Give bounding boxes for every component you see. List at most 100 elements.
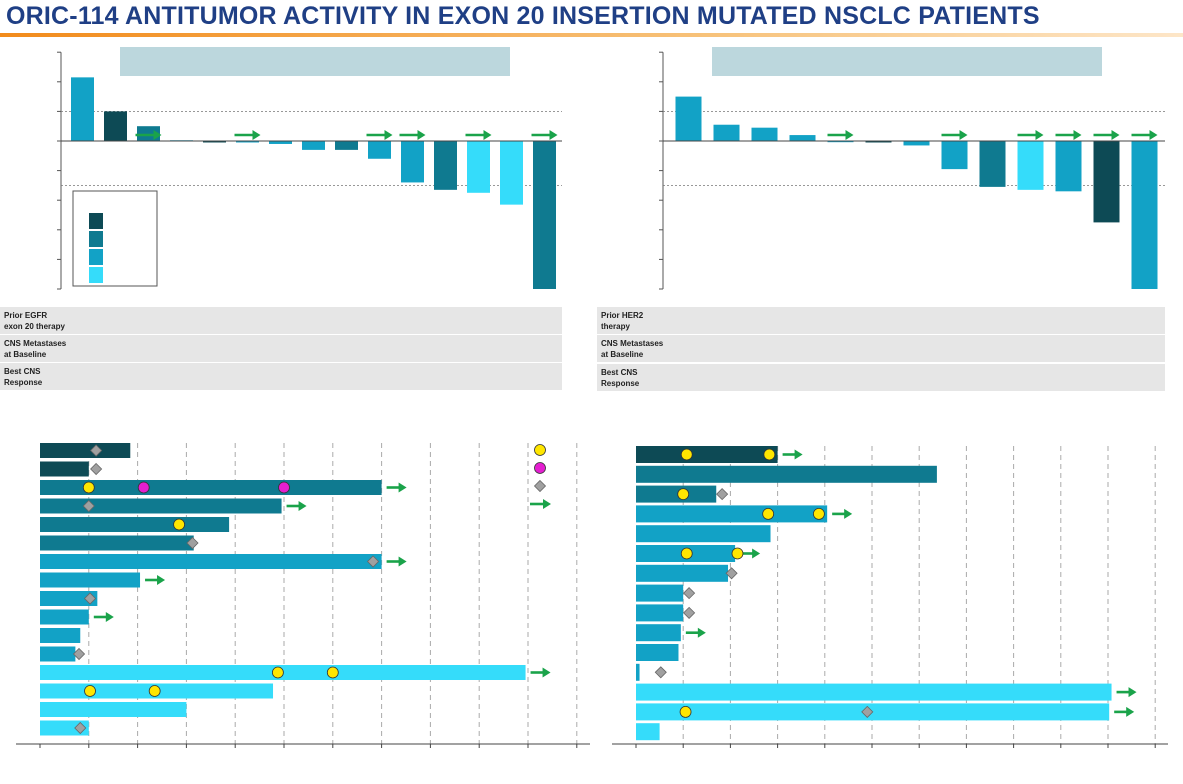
ongoing-arrow [530, 667, 551, 678]
swimmer-bar [636, 663, 640, 681]
ongoing-arrow-head [794, 449, 803, 460]
ongoing-arrow [234, 130, 261, 140]
pr-marker [148, 685, 161, 697]
waterfall-bar [203, 141, 226, 143]
chart-title-box [712, 47, 1102, 76]
pd-marker [725, 567, 738, 580]
swimmer-bar [636, 446, 778, 463]
table-row-bg [597, 364, 1165, 391]
pd-marker [186, 536, 199, 550]
ongoing-arrow-head [398, 556, 407, 567]
swimmer-bar [40, 702, 187, 717]
waterfall-bar [713, 124, 740, 141]
ongoing-arrow [1055, 130, 1082, 140]
ongoing-arrow [135, 130, 162, 140]
legend-cr-marker [534, 462, 546, 474]
swimmer-bar [636, 624, 681, 642]
waterfall-bar [104, 111, 127, 141]
ongoing-arrow [1131, 130, 1158, 140]
pr-marker [82, 481, 95, 494]
swimmer-bar [40, 609, 89, 625]
ongoing-arrow [1093, 130, 1120, 140]
pr-marker [680, 448, 693, 461]
pr-marker [326, 666, 339, 679]
swimmer-bar [636, 525, 771, 543]
ongoing-arrow-head [398, 482, 407, 493]
pd-marker [861, 705, 874, 718]
egfr-swimmer-chart [16, 443, 590, 748]
swimmer-bar [40, 443, 131, 458]
table-row-label: at Baseline [4, 350, 47, 359]
pd-marker [683, 587, 696, 600]
ongoing-arrow-head [417, 130, 426, 140]
legend-ongoing-arrow [530, 499, 551, 509]
pd-marker [683, 606, 696, 619]
pd-marker [366, 555, 380, 568]
table-row-bg [0, 335, 562, 362]
waterfall-bar [865, 141, 892, 143]
pd-marker [72, 647, 86, 661]
ongoing-arrow [386, 482, 407, 493]
ongoing-arrow [145, 575, 166, 585]
ongoing-arrow [782, 449, 803, 460]
waterfall-bar [500, 141, 523, 205]
waterfall-bar [269, 141, 292, 144]
waterfall-bar [903, 141, 930, 146]
table-row-label: exon 20 therapy [4, 322, 65, 331]
pr-marker [84, 685, 96, 697]
ongoing-arrow-head [549, 130, 558, 140]
table-row-label: Response [4, 378, 43, 387]
waterfall-bar [533, 141, 556, 289]
ongoing-arrow-head [384, 130, 393, 140]
waterfall-bar [302, 141, 325, 150]
ongoing-arrow-head [959, 130, 968, 140]
ongoing-arrow-head [1073, 130, 1082, 140]
ongoing-arrow-head [483, 130, 492, 140]
ongoing-arrow-head [1111, 130, 1120, 140]
legend-swatch [89, 213, 103, 229]
swimmer-bar [636, 485, 717, 503]
table-row-bg [0, 363, 562, 390]
ongoing-arrow [399, 130, 426, 140]
table-row-label: Prior HER2 [601, 311, 644, 320]
page-title: ORIC-114 ANTITUMOR ACTIVITY IN EXON 20 I… [6, 2, 1040, 30]
ongoing-arrow [1114, 706, 1135, 717]
ongoing-arrow [286, 501, 307, 511]
ongoing-arrow-head [844, 508, 853, 519]
ongoing-arrow [465, 130, 492, 140]
table-row-label: Best CNS [601, 368, 638, 377]
swimmer-bar [40, 572, 141, 588]
table-row-bg [597, 335, 1165, 362]
ongoing-arrow-head [1126, 706, 1135, 717]
ongoing-arrow [366, 130, 393, 140]
ongoing-arrow [827, 130, 854, 140]
pd-marker [716, 488, 729, 501]
pd-marker [74, 721, 87, 735]
waterfall-bar [827, 141, 854, 143]
pd-marker [82, 499, 95, 513]
table-row-label: Best CNS [4, 367, 41, 376]
ongoing-arrow-head [1035, 130, 1044, 140]
ongoing-arrow-head [105, 612, 114, 622]
swimmer-bar [40, 646, 76, 662]
pr-marker [271, 666, 284, 679]
title-underline [0, 33, 1183, 37]
ongoing-arrow [941, 130, 968, 140]
waterfall-bar [368, 141, 391, 159]
ongoing-arrow-head [298, 501, 307, 511]
waterfall-bar [1055, 141, 1082, 192]
ongoing-arrow-head [697, 627, 706, 638]
swimmer-bar [40, 591, 98, 606]
table-row-label: at Baseline [601, 350, 644, 359]
pr-marker [813, 508, 825, 520]
cr-marker [137, 481, 150, 494]
waterfall-bar [434, 141, 457, 190]
swimmer-bar [40, 554, 382, 569]
ongoing-arrow-head [153, 130, 162, 140]
ongoing-arrow [531, 130, 558, 140]
pd-marker [654, 666, 667, 679]
swimmer-bar [40, 720, 89, 736]
dose-legend-box [72, 190, 158, 287]
legend-swatch [89, 231, 103, 247]
